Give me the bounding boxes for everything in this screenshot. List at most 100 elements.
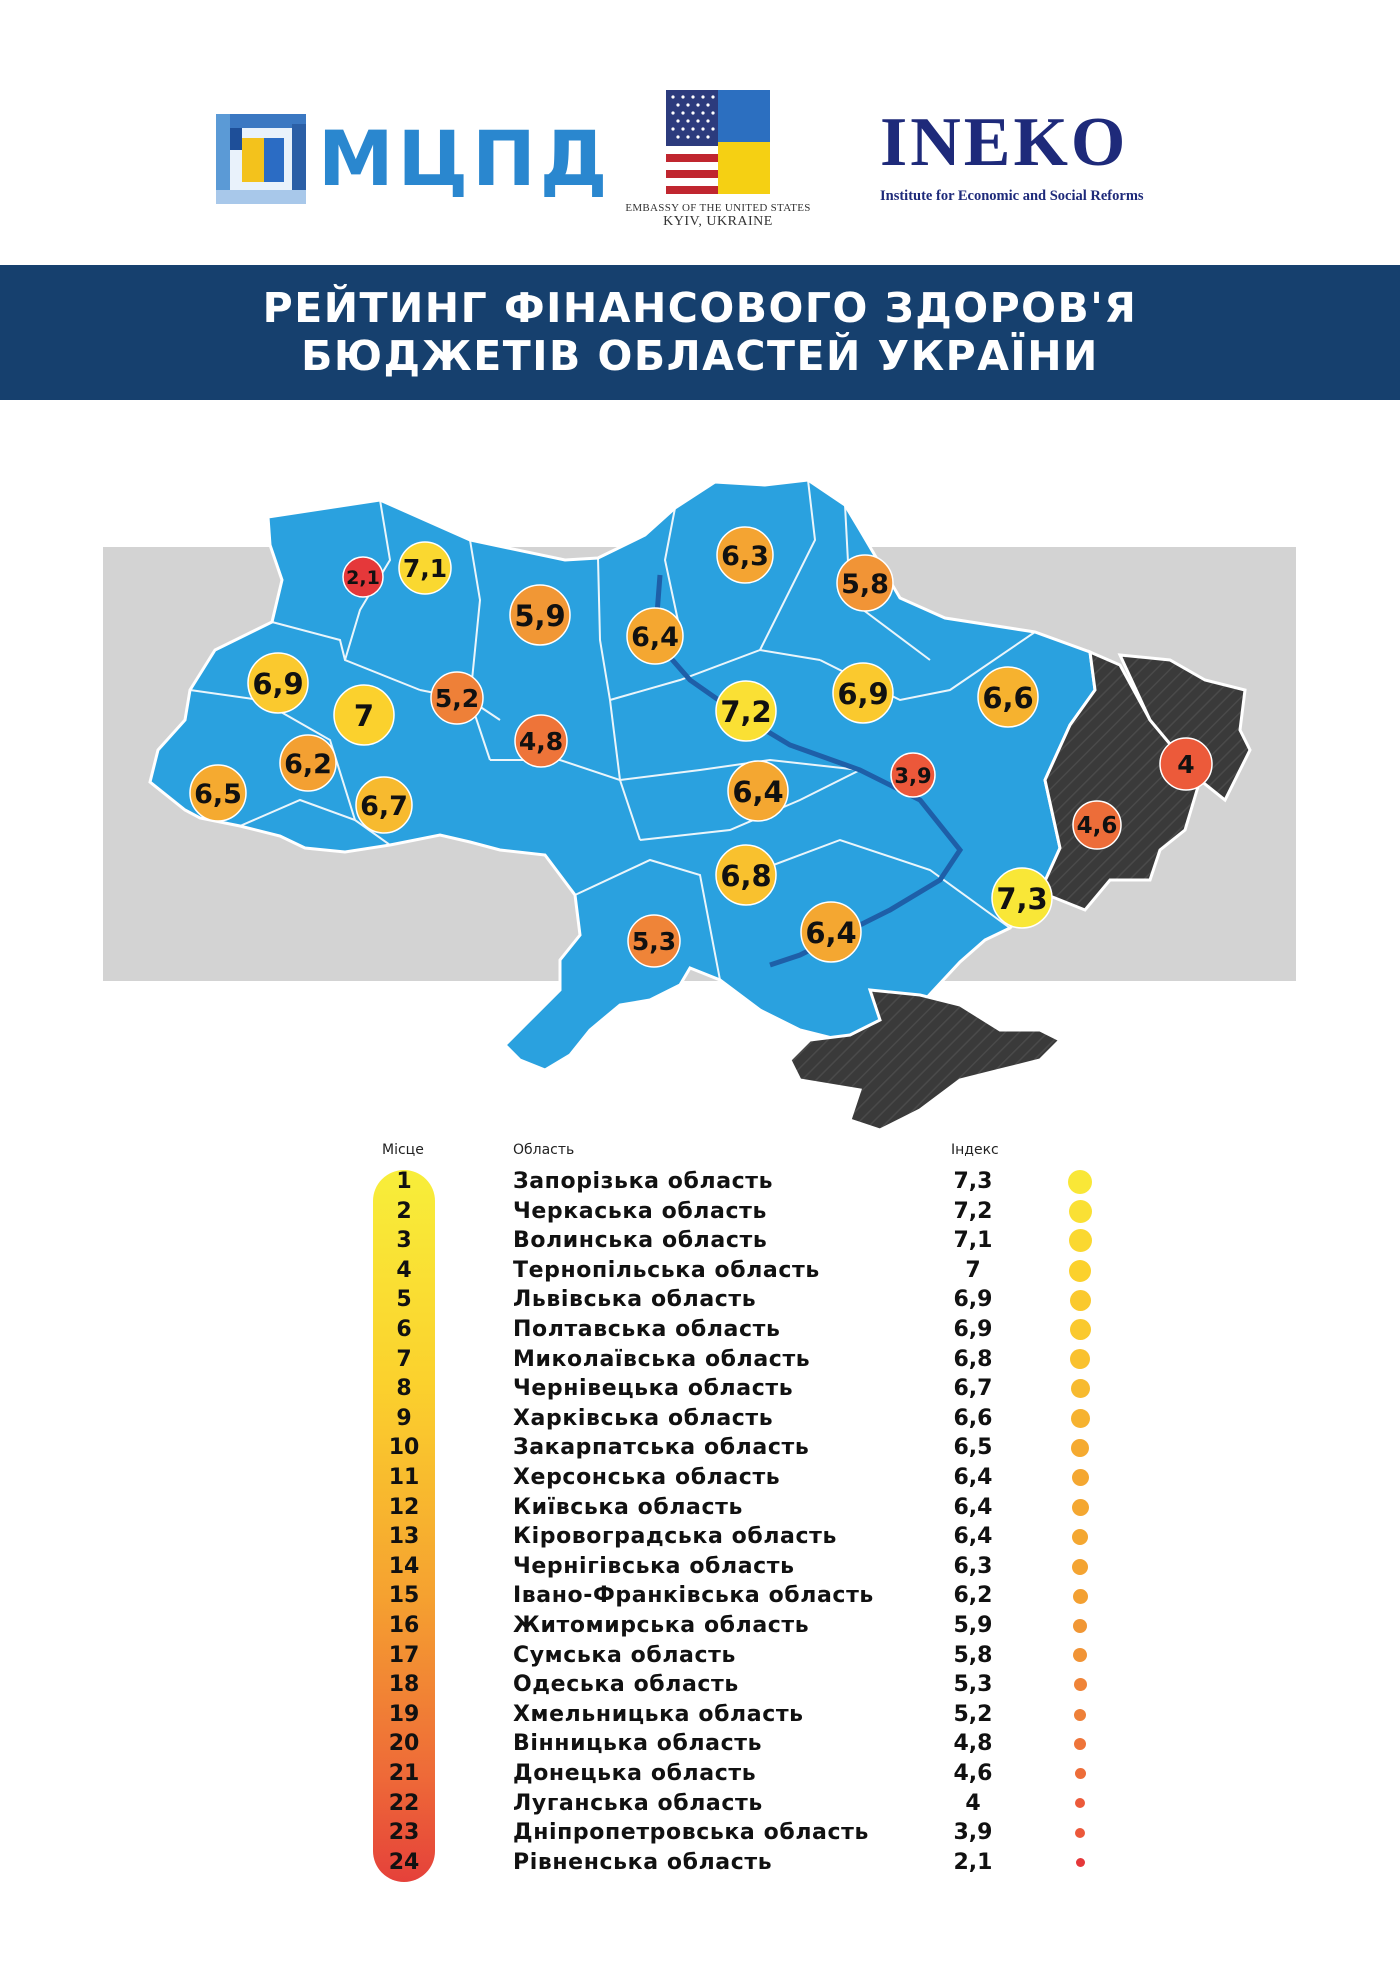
- row-region: Рівненська область: [513, 1849, 773, 1875]
- row-index-dot: [1073, 1678, 1087, 1692]
- row-index-dot: [1073, 1618, 1087, 1633]
- row-index-dot: [1072, 1588, 1088, 1604]
- map-marker: 6,5: [189, 764, 247, 822]
- map-marker-circle: [342, 556, 384, 598]
- map-marker-circle: [514, 714, 568, 768]
- map-marker: 6,4: [626, 607, 684, 665]
- map-marker-label: 5,2: [435, 684, 479, 713]
- row-index: 6,8: [953, 1346, 993, 1372]
- row-index-dot: [1075, 1798, 1085, 1809]
- map-marker: 5,8: [836, 554, 894, 612]
- row-rank: 8: [396, 1376, 412, 1402]
- map-marker: 6,9: [247, 652, 309, 714]
- embassy-logo: EMBASSY OF THE UNITED STATES KYIV, UKRAI…: [618, 90, 818, 230]
- table-row: 8 Чернівецька область 6,7: [0, 1374, 1400, 1404]
- map-marker: 6,2: [279, 734, 337, 792]
- col-index-header: Індекс: [951, 1142, 999, 1158]
- table-row: 22 Луганська область 4: [0, 1789, 1400, 1819]
- map-marker-label: 6,9: [252, 667, 303, 701]
- map-marker-label: 7,3: [996, 882, 1047, 916]
- row-index: 7,2: [953, 1198, 993, 1224]
- row-index: 6,4: [953, 1465, 993, 1490]
- map-marker-label: 2,1: [346, 567, 380, 589]
- table-row: 9 Харківська область 6,6: [0, 1404, 1400, 1434]
- row-index: 4: [965, 1790, 981, 1816]
- map-marker-circle: [627, 914, 681, 968]
- row-index-dot: [1071, 1469, 1089, 1487]
- row-region: Волинська область: [513, 1228, 768, 1254]
- map-marker-label: 6,4: [631, 622, 679, 653]
- row-index-dot: [1070, 1379, 1090, 1399]
- map-marker-circle: [279, 734, 337, 792]
- embassy-city: KYIV, UKRAINE: [663, 214, 773, 229]
- map-marker-label: 3,9: [894, 764, 931, 788]
- row-index: 4,6: [953, 1761, 993, 1786]
- row-index: 6,5: [953, 1435, 993, 1461]
- map-marker-circle: [832, 662, 894, 724]
- mcpd-logo-mark: [216, 114, 306, 204]
- row-index-dot: [1069, 1259, 1091, 1282]
- map-marker-circle: [430, 671, 484, 725]
- row-region: Запорізька область: [513, 1169, 774, 1194]
- map-marker-label: 7,2: [720, 695, 771, 729]
- row-index: 7,1: [953, 1228, 993, 1254]
- table-row: 20 Вінницька область 4,8: [0, 1729, 1400, 1759]
- row-region: Полтавська область: [513, 1317, 781, 1342]
- map-marker-label: 6,7: [360, 791, 408, 822]
- ineko-logo-text: INEKO: [880, 104, 1129, 181]
- col-region-header: Область: [513, 1142, 575, 1158]
- row-rank: 15: [388, 1583, 420, 1609]
- row-index: 4,8: [953, 1731, 993, 1757]
- map-marker: 6,9: [832, 662, 894, 724]
- map-marker-label: 4,6: [1077, 813, 1118, 839]
- row-rank: 18: [388, 1672, 420, 1698]
- row-rank: 9: [396, 1405, 412, 1431]
- title-line-2: БЮДЖЕТІВ ОБЛАСТЕЙ УКРАЇНИ: [301, 332, 1099, 380]
- row-index: 6,7: [953, 1376, 993, 1402]
- map-marker-label: 7: [354, 699, 374, 733]
- col-rank-header: Місце: [382, 1142, 424, 1158]
- row-index-dot: [1069, 1289, 1091, 1311]
- map-marker: 2,1: [342, 556, 384, 598]
- map-marker-circle: [398, 541, 452, 595]
- map-marker: 6,8: [715, 844, 777, 906]
- row-region: Тернопільська область: [513, 1257, 820, 1283]
- row-region: Одеська область: [513, 1672, 739, 1698]
- table-row: 18 Одеська область 5,3: [0, 1670, 1400, 1700]
- row-rank: 11: [388, 1465, 420, 1490]
- row-rank: 16: [388, 1613, 420, 1638]
- table-row: 14 Чернігівська область 6,3: [0, 1552, 1400, 1582]
- map-marker-circle: [355, 776, 413, 834]
- row-index: 6,4: [953, 1494, 993, 1520]
- table-row: 23 Дніпропетровська область 3,9: [0, 1818, 1400, 1848]
- row-index-dot: [1070, 1409, 1090, 1429]
- row-index-dot: [1069, 1319, 1091, 1341]
- row-region: Харківська область: [513, 1405, 774, 1431]
- table-row: 3 Волинська область 7,1: [0, 1226, 1400, 1256]
- row-region: Закарпатська область: [513, 1435, 810, 1461]
- map-marker-label: 6,3: [721, 541, 769, 572]
- map-marker-circle: [715, 844, 777, 906]
- row-rank: 2: [396, 1198, 412, 1224]
- row-region: Херсонська область: [513, 1465, 781, 1490]
- row-index-dot: [1075, 1858, 1085, 1868]
- table-row: 24 Рівненська область 2,1: [0, 1848, 1400, 1878]
- row-region: Львівська область: [513, 1287, 757, 1313]
- rank-scale-bar: [373, 1170, 435, 1882]
- map-marker-circle: [247, 652, 309, 714]
- row-index-dot: [1070, 1349, 1090, 1370]
- map-marker-circle: [715, 680, 777, 742]
- row-index: 7: [965, 1257, 981, 1283]
- map-marker-circle: [1072, 800, 1122, 850]
- row-region: Житомирська область: [513, 1613, 810, 1638]
- map-marker: 7,1: [398, 541, 452, 595]
- row-index-dot: [1071, 1439, 1089, 1458]
- map-marker-label: 6,9: [837, 677, 888, 711]
- row-rank: 14: [388, 1553, 420, 1579]
- embassy-name: EMBASSY OF THE UNITED STATES: [625, 202, 811, 214]
- row-rank: 12: [388, 1494, 420, 1520]
- map-marker: 5,2: [430, 671, 484, 725]
- row-rank: 19: [388, 1701, 420, 1727]
- row-index: 5,2: [953, 1701, 993, 1727]
- row-rank: 1: [396, 1169, 412, 1194]
